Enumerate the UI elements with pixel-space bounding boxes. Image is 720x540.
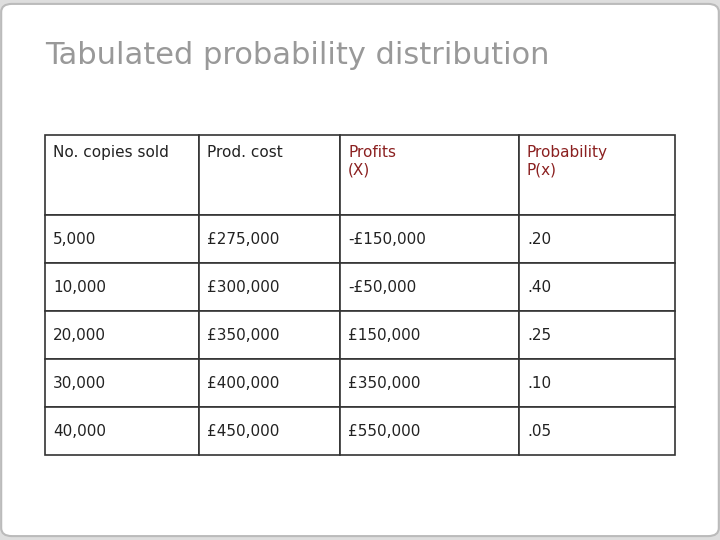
Text: 40,000: 40,000 <box>53 423 106 438</box>
Text: No. copies sold: No. copies sold <box>53 145 169 160</box>
Text: Profits
(X): Profits (X) <box>348 145 396 178</box>
Text: -£50,000: -£50,000 <box>348 280 416 294</box>
Text: .20: .20 <box>527 232 551 246</box>
Text: £350,000: £350,000 <box>348 375 420 390</box>
Text: £400,000: £400,000 <box>207 375 279 390</box>
Text: 5,000: 5,000 <box>53 232 96 246</box>
Text: .10: .10 <box>527 375 551 390</box>
Text: Prod. cost: Prod. cost <box>207 145 283 160</box>
Text: £350,000: £350,000 <box>207 327 279 342</box>
Text: .40: .40 <box>527 280 551 294</box>
Text: Probability
P(x): Probability P(x) <box>527 145 608 178</box>
Text: £300,000: £300,000 <box>207 280 279 294</box>
Text: £450,000: £450,000 <box>207 423 279 438</box>
Text: 20,000: 20,000 <box>53 327 106 342</box>
Text: .05: .05 <box>527 423 551 438</box>
Text: .25: .25 <box>527 327 551 342</box>
Text: £275,000: £275,000 <box>207 232 279 246</box>
Text: 30,000: 30,000 <box>53 375 106 390</box>
Text: Tabulated probability distribution: Tabulated probability distribution <box>45 40 549 70</box>
Text: 10,000: 10,000 <box>53 280 106 294</box>
Text: £150,000: £150,000 <box>348 327 420 342</box>
Text: -£150,000: -£150,000 <box>348 232 426 246</box>
Text: £550,000: £550,000 <box>348 423 420 438</box>
